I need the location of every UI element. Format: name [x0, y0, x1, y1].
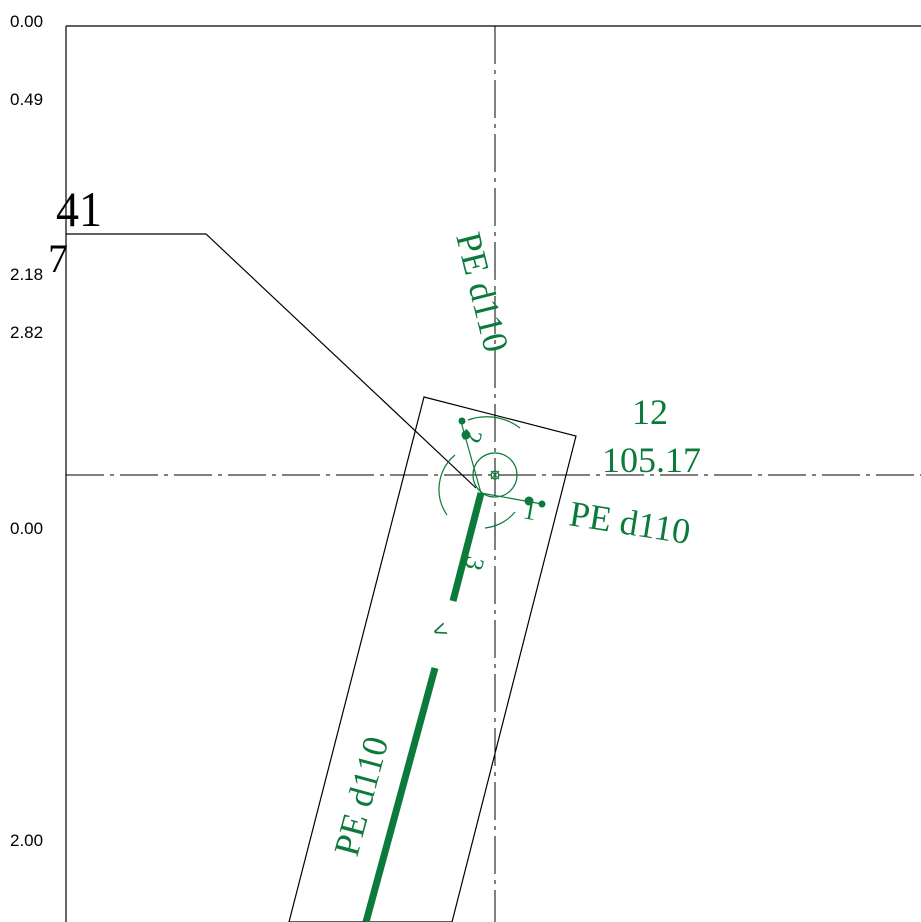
node-arc-left [438, 454, 456, 516]
partial-label-top: 41 [56, 181, 102, 237]
left-label-5: 2.00 [10, 831, 43, 850]
trench-rectangle [288, 396, 577, 922]
outline-polyline [66, 233, 477, 489]
dot-branch-2a [461, 430, 471, 440]
left-label-0: 0.00 [10, 12, 43, 31]
junction-dots [458, 417, 546, 508]
pipe-branch-2 [459, 417, 482, 494]
center-lines [66, 26, 921, 922]
dot-branch-1a [524, 496, 534, 506]
node-arc-bottom [484, 511, 516, 529]
pipe-segment-main-upper [449, 492, 485, 602]
node-circle-inner [490, 470, 500, 480]
left-labels: 0.00 0.49 2.18 2.82 0.00 2.00 [10, 12, 43, 850]
partial-label-bottom: 7 [48, 236, 68, 281]
left-label-2: 2.18 [10, 265, 43, 284]
branch-number-1: 1 [521, 495, 539, 526]
node-cross-b [490, 470, 500, 480]
node-elevation: 105.17 [602, 440, 701, 480]
dot-branch-1b [538, 500, 546, 508]
left-label-4: 0.00 [10, 519, 43, 538]
node-circle-outer [472, 452, 518, 498]
pipe-label-east: PE d110 [567, 493, 693, 552]
node-symbol [438, 416, 521, 529]
direction-marker: < [429, 615, 451, 645]
left-label-3: 2.82 [10, 323, 43, 342]
branch-number-2: 2 [457, 426, 488, 446]
frame [65, 25, 921, 922]
pipe-label-north: PE d110 [448, 228, 516, 356]
pipe-segment-main-lower [362, 667, 439, 922]
node-arc-top [467, 416, 521, 429]
node-id: 12 [632, 392, 668, 432]
left-label-1: 0.49 [10, 90, 43, 109]
dot-branch-2b [458, 417, 466, 425]
pipes [362, 417, 543, 922]
